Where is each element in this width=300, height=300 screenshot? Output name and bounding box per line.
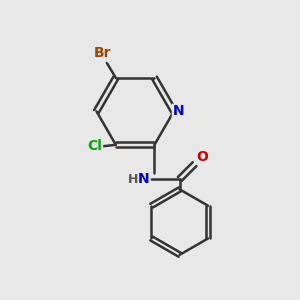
Text: N: N [138,172,150,186]
Text: Br: Br [94,46,111,60]
Text: Cl: Cl [88,139,103,153]
Text: O: O [196,150,208,164]
Text: N: N [172,104,184,118]
Text: H: H [128,172,138,185]
